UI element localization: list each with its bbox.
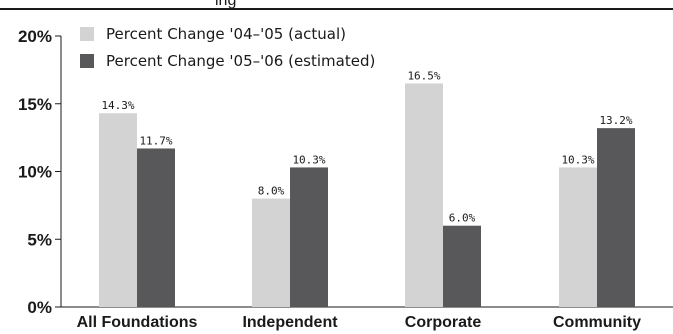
data-labels: 14.3% 8.0% 16.5% 10.3% 11.7% 10.3% 6.0% 13.2% <box>101 69 632 224</box>
bar-s0-c2 <box>405 83 443 307</box>
data-label-s1-c0: 11.7% <box>139 134 172 147</box>
bar-s1-c1 <box>290 167 328 307</box>
y-axis-ticks: 0% 5% 10% 15% 20% <box>18 27 61 317</box>
bar-s1-c2 <box>443 225 481 307</box>
bar-s1-c0 <box>137 148 175 307</box>
legend: Percent Change '04–'05 (actual) Percent … <box>80 25 375 70</box>
y-tick-label-4: 20% <box>18 27 52 46</box>
y-tick-label-1: 5% <box>27 230 52 249</box>
y-tick-label-3: 15% <box>18 95 52 114</box>
data-label-s1-c2: 6.0% <box>449 212 476 225</box>
category-label-3: Community <box>553 314 641 331</box>
bar-s0-c3 <box>559 167 597 307</box>
y-tick-label-0: 0% <box>27 298 52 317</box>
legend-swatch-estimated <box>80 54 94 68</box>
data-label-s0-c2: 16.5% <box>407 69 440 82</box>
category-label-0: All Foundations <box>77 314 198 331</box>
data-label-s1-c3: 13.2% <box>599 114 632 127</box>
bars <box>99 83 635 307</box>
category-label-2: Corporate <box>405 314 482 331</box>
title-fragment: ing <box>215 0 236 9</box>
data-label-s1-c1: 10.3% <box>292 153 325 166</box>
legend-label-actual: Percent Change '04–'05 (actual) <box>106 25 346 43</box>
bar-s0-c0 <box>99 113 137 307</box>
bar-s0-c1 <box>252 198 290 307</box>
legend-swatch-actual <box>80 27 94 41</box>
category-labels: All Foundations Independent Corporate Commu… <box>77 314 642 331</box>
category-label-1: Independent <box>242 314 338 331</box>
bar-s1-c3 <box>597 128 635 307</box>
data-label-s0-c1: 8.0% <box>258 185 285 198</box>
legend-label-estimated: Percent Change '05–'06 (estimated) <box>106 52 375 70</box>
data-label-s0-c3: 10.3% <box>561 153 594 166</box>
data-label-s0-c0: 14.3% <box>101 99 134 112</box>
y-tick-label-2: 10% <box>18 163 52 182</box>
